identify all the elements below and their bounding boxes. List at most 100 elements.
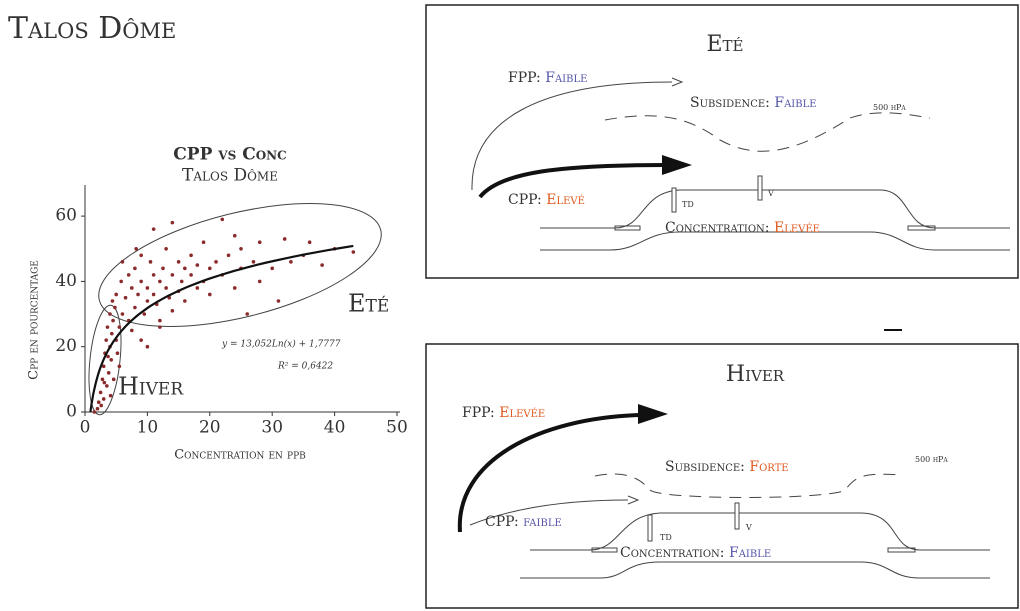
point — [179, 279, 184, 284]
point — [117, 364, 122, 369]
point — [158, 279, 162, 284]
point — [134, 246, 138, 251]
point — [114, 292, 118, 297]
value: Faible — [545, 70, 587, 86]
point — [109, 357, 114, 362]
marker — [591, 547, 618, 553]
point — [195, 286, 200, 290]
point — [113, 305, 117, 310]
point — [151, 227, 156, 231]
isobar — [594, 473, 901, 498]
y-axis-label: Cpp en pourcentage — [27, 260, 42, 380]
point — [351, 250, 356, 254]
y-tick-label: 20 — [55, 336, 77, 356]
point — [320, 263, 324, 267]
label: Concentration: — [665, 220, 770, 236]
panel — [425, 4, 1019, 279]
x-tick-label: 10 — [137, 418, 159, 438]
concentration: Concentration: Elevée — [665, 220, 820, 236]
label: FPP: — [462, 405, 495, 421]
x-tick-label: 0 — [80, 418, 91, 438]
point — [120, 260, 125, 264]
point — [208, 266, 212, 271]
value: Elevée — [774, 220, 820, 236]
site-post — [757, 175, 763, 201]
point — [282, 237, 287, 241]
point — [123, 295, 128, 300]
ice-surface — [530, 512, 990, 551]
value: Faible — [729, 545, 771, 561]
site-post — [671, 187, 677, 213]
site-label: V — [767, 189, 774, 198]
chart-title: CPP vs Conc — [173, 145, 286, 165]
point — [232, 286, 237, 290]
point — [120, 312, 125, 316]
summer-diagram: Eté FPP: Faible Subsidence: Faible 500 h… — [425, 4, 1019, 279]
point — [96, 400, 101, 405]
point — [145, 299, 150, 303]
site-post — [734, 502, 740, 530]
point — [100, 377, 105, 382]
x-tick-label: 40 — [324, 418, 346, 438]
point — [92, 410, 97, 414]
label: CPP: — [508, 192, 542, 208]
arrowhead — [638, 404, 668, 424]
arrow — [478, 163, 666, 199]
label: Subsidence: — [665, 459, 745, 475]
point — [276, 299, 281, 303]
point — [105, 325, 110, 329]
label: Concentration: — [620, 545, 725, 561]
x-axis-label: Concentration en ppb — [174, 448, 306, 463]
point — [130, 286, 134, 290]
arrowhead — [627, 495, 640, 505]
subsidence: Subsidence: Forte — [665, 459, 789, 475]
point — [183, 299, 187, 303]
winter-ellipse — [88, 304, 122, 416]
value: Elevé — [546, 192, 585, 208]
site-label: V — [745, 523, 752, 532]
pressure: 500 hPa — [915, 455, 948, 464]
point — [139, 338, 143, 342]
y-tick-label: 40 — [55, 271, 77, 291]
site-label: TD — [682, 200, 694, 209]
point — [99, 403, 104, 408]
point — [245, 312, 250, 316]
summer-label: Eté — [348, 290, 389, 318]
point — [145, 286, 150, 290]
point — [108, 312, 112, 316]
chart-subtitle: Talos Dôme — [182, 166, 278, 186]
fit-curve — [89, 244, 354, 413]
value: Elevée — [499, 405, 545, 421]
point — [139, 253, 143, 258]
point — [151, 292, 156, 297]
point — [106, 354, 110, 359]
marker — [887, 547, 916, 553]
arrowhead — [671, 77, 684, 87]
point — [214, 260, 218, 264]
point — [95, 406, 100, 411]
panel — [425, 343, 1019, 609]
point — [133, 305, 137, 310]
point — [98, 390, 103, 395]
point — [110, 299, 115, 303]
point — [307, 240, 312, 245]
point — [133, 266, 137, 271]
fit-equation: y = 13,052Ln(x) + 1,7777 — [221, 339, 341, 350]
site-label: TD — [660, 533, 672, 542]
winter-diagram: Hiver FPP: Elevée Subsidence: Forte 500 … — [425, 343, 1019, 609]
label: FPP: — [508, 70, 541, 86]
point — [195, 263, 200, 267]
x-tick-label: 50 — [386, 418, 408, 438]
point — [257, 240, 262, 245]
point — [110, 331, 114, 336]
point — [101, 364, 106, 369]
point — [104, 338, 109, 342]
point — [106, 371, 111, 375]
point — [161, 266, 165, 271]
point — [232, 233, 237, 238]
isobar — [604, 112, 931, 152]
fit-r2: R² = 0,6422 — [277, 362, 333, 372]
point — [142, 312, 147, 316]
ice-base — [520, 561, 990, 579]
